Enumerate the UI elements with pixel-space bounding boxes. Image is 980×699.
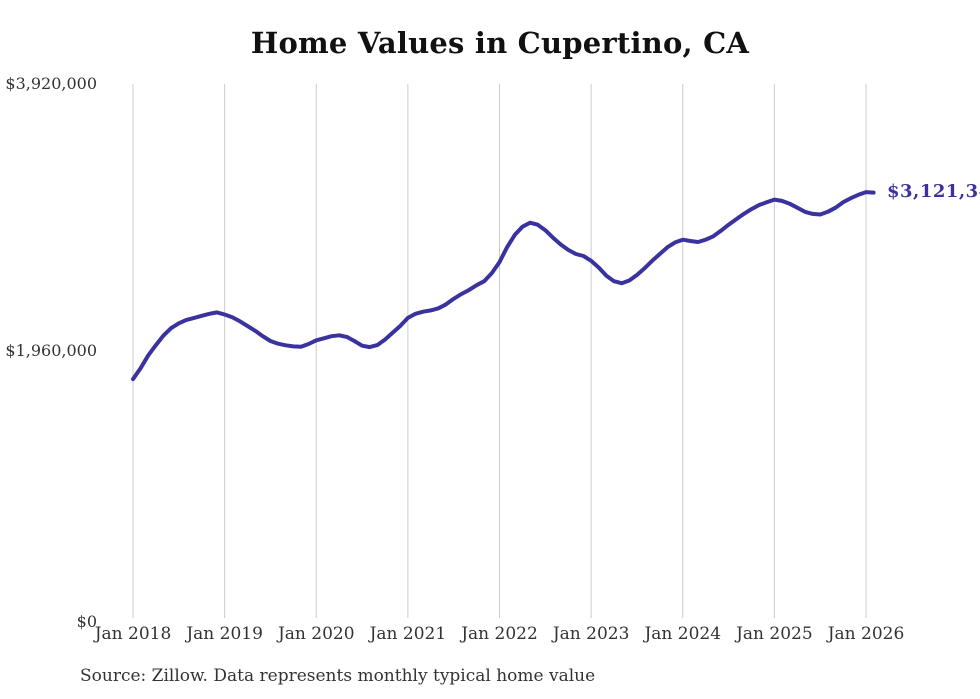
source-note: Source: Zillow. Data represents monthly …	[80, 666, 596, 686]
x-axis-tick-label-jan-2023: Jan 2023	[552, 624, 630, 644]
home-value-line	[131, 190, 876, 382]
x-axis-tick-label-jan-2022: Jan 2022	[461, 624, 538, 644]
x-axis-tick-label-jan-2025: Jan 2025	[736, 624, 813, 644]
x-axis-tick-label-jan-2024: Jan 2024	[644, 624, 722, 644]
y-axis-tick-label-zero: $0	[76, 612, 97, 631]
y-axis-tick-label-top: $3,920,000	[5, 74, 97, 93]
x-axis-tick-label-jan-2018: Jan 2018	[94, 624, 172, 644]
x-axis-tick-label-jan-2021: Jan 2021	[369, 624, 447, 644]
chart-title: Home Values in Cupertino, CA	[250, 26, 750, 60]
y-axis-tick-label-mid: $1,960,000	[5, 340, 97, 360]
x-axis-tick-label-jan-2020: Jan 2020	[277, 624, 355, 644]
x-axis-tick-label-jan-2026: Jan 2026	[827, 624, 905, 644]
x-axis-tick-label-jan-2019: Jan 2019	[186, 624, 263, 644]
latest-value-label: $3,121,347	[887, 180, 980, 202]
